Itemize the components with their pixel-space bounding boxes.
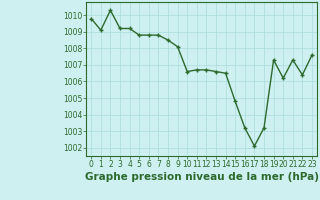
X-axis label: Graphe pression niveau de la mer (hPa): Graphe pression niveau de la mer (hPa) — [84, 172, 319, 182]
